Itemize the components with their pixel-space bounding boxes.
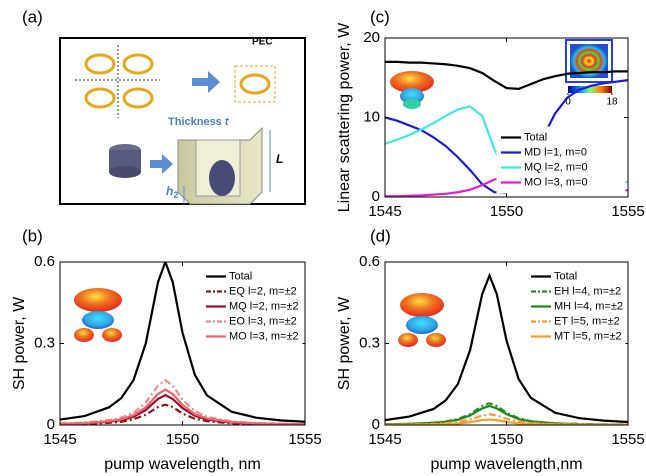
line-series [60,262,305,423]
y-axis-label: Linear scattering power, W [336,22,353,212]
legend: Total MD l=1, m=0 MQ l=2, m=0 MO l=3, m=0 [496,126,626,194]
panel-label: (b) [22,226,43,245]
y-tick-label: 0 [372,416,380,433]
legend-label: MT l=5, m=±2 [554,330,622,342]
plot-lines [60,262,305,425]
x-tick-label: 1555 [611,203,644,220]
panel-label: (a) [22,7,43,26]
height-label: h2 [166,184,178,200]
y-tick-label: 0.6 [359,253,380,270]
x-tick-label: 1550 [490,203,523,220]
x-tick-label: 1555 [611,431,644,448]
inset-shape-c [390,71,434,109]
y-tick-label: 0.3 [34,334,55,351]
legend-label: MQ l=2, m=0 [524,161,588,173]
y-tick-label: 0 [372,188,380,205]
line-series [385,272,628,424]
y-tick-label: 20 [363,29,380,46]
legend: Total EH l=4, m=±2 MH l=4, m=±2 ET l=5, m=±… [526,265,626,348]
x-tick-label: 1555 [288,431,321,448]
colorbar-label: 18 [606,97,618,108]
x-axis-label: pump wavelength,nm [430,456,582,473]
pec-label: PEC [252,37,273,48]
panel-label: (c) [370,7,390,26]
legend-label: Total [524,131,547,143]
height-var: h [166,184,173,198]
legend-label: EH l=4, m=±2 [554,285,621,297]
legend-label: Total [229,270,252,282]
legend-label: Total [554,270,577,282]
legend-label: EO l=3, m=±2 [229,315,297,327]
x-tick-label: 1550 [166,431,199,448]
length-label: L [276,152,283,166]
x-tick-label: 1545 [368,203,401,220]
inset-field-c [565,39,613,93]
x-tick-label: 1545 [43,431,76,448]
line-series [60,388,305,425]
y-axis-label: SH power, W [11,296,28,390]
thickness-var: t [225,116,230,128]
thickness-text: Thickness [168,116,222,128]
y-axis-label: SH power, W [336,296,353,390]
x-tick-label: 1550 [490,431,523,448]
legend-label: ET l=5, m=±2 [554,315,620,327]
line-series [60,378,305,425]
x-axis-label: pump wavelength, nm [104,456,261,473]
legend-label: MO l=3, m=0 [524,176,588,188]
height-sub: 2 [173,190,178,200]
legend-label: MD l=1, m=0 [524,146,587,158]
line-series [385,60,628,90]
y-tick-label: 0.6 [34,253,55,270]
schematic: PEC Thickness t L h2 [59,37,306,205]
legend: Total EQ l=2, m=±2 MQ l=2, m=±2 EO l=3, m=±… [201,265,303,348]
inset-shape-d [398,293,446,347]
inset-shape-b [74,288,122,342]
y-tick-label: 0.3 [359,334,380,351]
panel-label: (d) [370,226,391,245]
y-tick-label: 10 [363,108,380,125]
thickness-label: Thickness t [168,116,230,128]
legend-label: MQ l=2, m=±2 [229,300,299,312]
legend-label: MO l=3, m=±2 [229,330,299,342]
y-tick-label: 0 [47,416,55,433]
legend-label: EQ l=2, m=±2 [229,285,297,297]
legend-label: MH l=4, m=±2 [554,300,623,312]
colorbar-label: 0 [565,97,571,108]
x-tick-label: 1545 [368,431,401,448]
